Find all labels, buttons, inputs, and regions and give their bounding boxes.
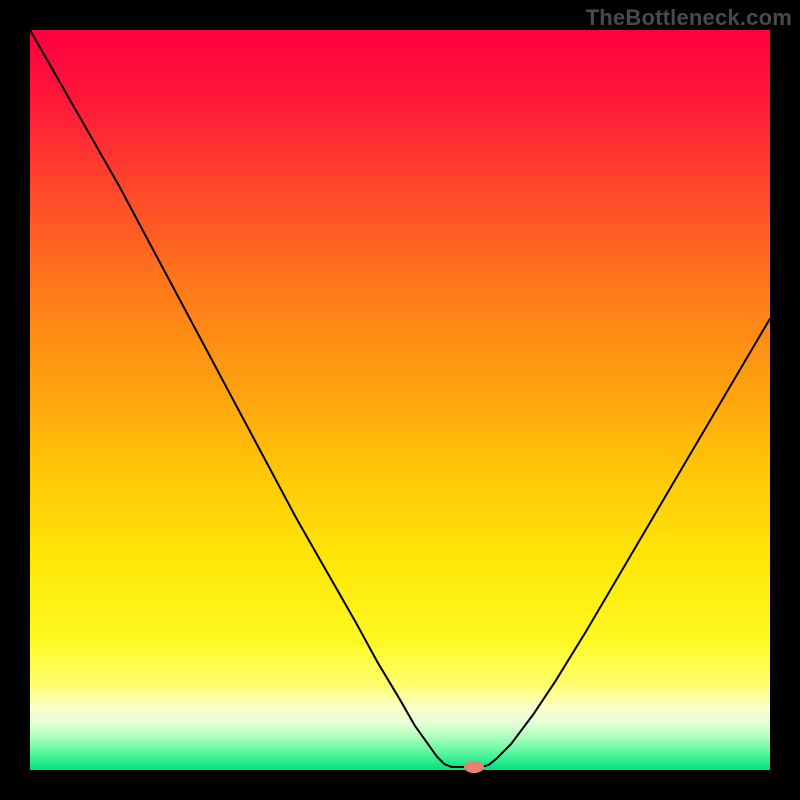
chart-container: TheBottleneck.com [0,0,800,800]
bottleneck-curve [30,30,770,767]
watermark-text: TheBottleneck.com [586,5,792,31]
optimal-point-marker [464,761,484,773]
bottleneck-curve-layer [30,30,770,770]
